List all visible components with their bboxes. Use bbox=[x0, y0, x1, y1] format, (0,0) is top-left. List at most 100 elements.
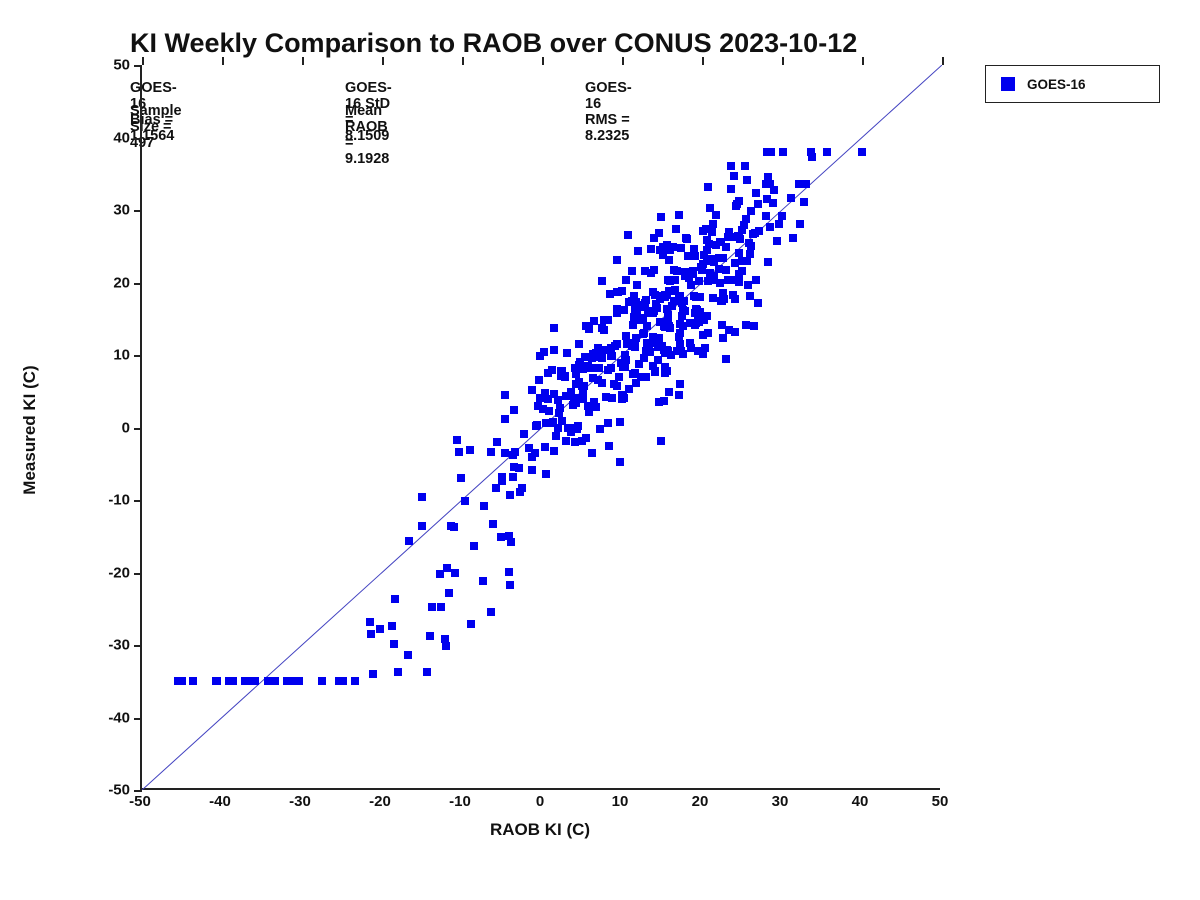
scatter-point-goes16[interactable] bbox=[453, 436, 461, 444]
scatter-point-goes16[interactable] bbox=[660, 322, 668, 330]
scatter-point-goes16[interactable] bbox=[789, 234, 797, 242]
scatter-point-goes16[interactable] bbox=[506, 581, 514, 589]
scatter-point-goes16[interactable] bbox=[585, 408, 593, 416]
scatter-point-goes16[interactable] bbox=[501, 415, 509, 423]
scatter-point-goes16[interactable] bbox=[509, 451, 517, 459]
scatter-point-goes16[interactable] bbox=[394, 668, 402, 676]
scatter-point-goes16[interactable] bbox=[451, 569, 459, 577]
scatter-point-goes16[interactable] bbox=[695, 318, 703, 326]
scatter-point-goes16[interactable] bbox=[470, 542, 478, 550]
scatter-point-goes16[interactable] bbox=[778, 212, 786, 220]
scatter-point-goes16[interactable] bbox=[548, 366, 556, 374]
scatter-point-goes16[interactable] bbox=[533, 421, 541, 429]
scatter-point-goes16[interactable] bbox=[457, 474, 465, 482]
scatter-point-goes16[interactable] bbox=[731, 259, 739, 267]
scatter-point-goes16[interactable] bbox=[450, 523, 458, 531]
scatter-point-goes16[interactable] bbox=[823, 148, 831, 156]
scatter-point-goes16[interactable] bbox=[501, 391, 509, 399]
scatter-point-goes16[interactable] bbox=[676, 380, 684, 388]
scatter-point-goes16[interactable] bbox=[716, 279, 724, 287]
scatter-point-goes16[interactable] bbox=[575, 340, 583, 348]
scatter-point-goes16[interactable] bbox=[725, 326, 733, 334]
scatter-point-goes16[interactable] bbox=[552, 432, 560, 440]
scatter-point-goes16[interactable] bbox=[390, 640, 398, 648]
scatter-point-goes16[interactable] bbox=[562, 437, 570, 445]
scatter-point-goes16[interactable] bbox=[542, 419, 550, 427]
scatter-point-goes16[interactable] bbox=[637, 373, 645, 381]
scatter-point-goes16[interactable] bbox=[479, 577, 487, 585]
scatter-point-goes16[interactable] bbox=[622, 356, 630, 364]
scatter-point-goes16[interactable] bbox=[703, 257, 711, 265]
scatter-point-goes16[interactable] bbox=[722, 355, 730, 363]
scatter-point-goes16[interactable] bbox=[518, 484, 526, 492]
scatter-point-goes16[interactable] bbox=[722, 266, 730, 274]
scatter-point-goes16[interactable] bbox=[747, 207, 755, 215]
scatter-point-goes16[interactable] bbox=[607, 352, 615, 360]
scatter-point-goes16[interactable] bbox=[719, 334, 727, 342]
scatter-point-goes16[interactable] bbox=[467, 620, 475, 628]
scatter-point-goes16[interactable] bbox=[545, 407, 553, 415]
scatter-point-goes16[interactable] bbox=[480, 502, 488, 510]
scatter-point-goes16[interactable] bbox=[598, 354, 606, 362]
scatter-point-goes16[interactable] bbox=[550, 324, 558, 332]
scatter-point-goes16[interactable] bbox=[787, 194, 795, 202]
scatter-point-goes16[interactable] bbox=[629, 370, 637, 378]
scatter-point-goes16[interactable] bbox=[655, 398, 663, 406]
scatter-point-goes16[interactable] bbox=[724, 276, 732, 284]
scatter-point-goes16[interactable] bbox=[693, 306, 701, 314]
scatter-point-goes16[interactable] bbox=[335, 677, 343, 685]
scatter-point-goes16[interactable] bbox=[649, 362, 657, 370]
scatter-point-goes16[interactable] bbox=[405, 537, 413, 545]
scatter-point-goes16[interactable] bbox=[618, 395, 626, 403]
scatter-point-goes16[interactable] bbox=[724, 233, 732, 241]
scatter-point-goes16[interactable] bbox=[684, 252, 692, 260]
scatter-point-goes16[interactable] bbox=[735, 278, 743, 286]
scatter-point-goes16[interactable] bbox=[766, 223, 774, 231]
scatter-point-goes16[interactable] bbox=[437, 603, 445, 611]
scatter-point-goes16[interactable] bbox=[567, 388, 575, 396]
scatter-point-goes16[interactable] bbox=[528, 453, 536, 461]
scatter-point-goes16[interactable] bbox=[613, 340, 621, 348]
scatter-point-goes16[interactable] bbox=[542, 470, 550, 478]
scatter-point-goes16[interactable] bbox=[701, 344, 709, 352]
scatter-point-goes16[interactable] bbox=[550, 447, 558, 455]
scatter-point-goes16[interactable] bbox=[738, 257, 746, 265]
scatter-point-goes16[interactable] bbox=[709, 294, 717, 302]
scatter-point-goes16[interactable] bbox=[752, 189, 760, 197]
scatter-point-goes16[interactable] bbox=[442, 642, 450, 650]
scatter-point-goes16[interactable] bbox=[622, 276, 630, 284]
scatter-point-goes16[interactable] bbox=[445, 589, 453, 597]
scatter-point-goes16[interactable] bbox=[663, 241, 671, 249]
scatter-point-goes16[interactable] bbox=[655, 334, 663, 342]
scatter-point-goes16[interactable] bbox=[679, 306, 687, 314]
scatter-point-goes16[interactable] bbox=[436, 570, 444, 578]
scatter-point-goes16[interactable] bbox=[639, 314, 647, 322]
scatter-point-goes16[interactable] bbox=[369, 670, 377, 678]
scatter-point-goes16[interactable] bbox=[657, 213, 665, 221]
scatter-point-goes16[interactable] bbox=[596, 425, 604, 433]
scatter-point-goes16[interactable] bbox=[717, 238, 725, 246]
scatter-point-goes16[interactable] bbox=[743, 176, 751, 184]
scatter-point-goes16[interactable] bbox=[727, 162, 735, 170]
scatter-point-goes16[interactable] bbox=[505, 532, 513, 540]
scatter-point-goes16[interactable] bbox=[671, 276, 679, 284]
scatter-point-goes16[interactable] bbox=[212, 677, 220, 685]
scatter-point-goes16[interactable] bbox=[752, 276, 760, 284]
scatter-point-goes16[interactable] bbox=[769, 199, 777, 207]
scatter-point-goes16[interactable] bbox=[706, 269, 714, 277]
scatter-point-goes16[interactable] bbox=[800, 198, 808, 206]
scatter-point-goes16[interactable] bbox=[589, 374, 597, 382]
scatter-point-goes16[interactable] bbox=[623, 340, 631, 348]
scatter-point-goes16[interactable] bbox=[858, 148, 866, 156]
scatter-point-goes16[interactable] bbox=[763, 148, 771, 156]
scatter-point-goes16[interactable] bbox=[573, 425, 581, 433]
scatter-point-goes16[interactable] bbox=[750, 322, 758, 330]
scatter-point-goes16[interactable] bbox=[318, 677, 326, 685]
scatter-point-goes16[interactable] bbox=[550, 390, 558, 398]
scatter-point-goes16[interactable] bbox=[628, 267, 636, 275]
scatter-point-goes16[interactable] bbox=[671, 286, 679, 294]
scatter-point-goes16[interactable] bbox=[695, 277, 703, 285]
scatter-point-goes16[interactable] bbox=[672, 225, 680, 233]
scatter-point-goes16[interactable] bbox=[455, 448, 463, 456]
scatter-point-goes16[interactable] bbox=[690, 245, 698, 253]
